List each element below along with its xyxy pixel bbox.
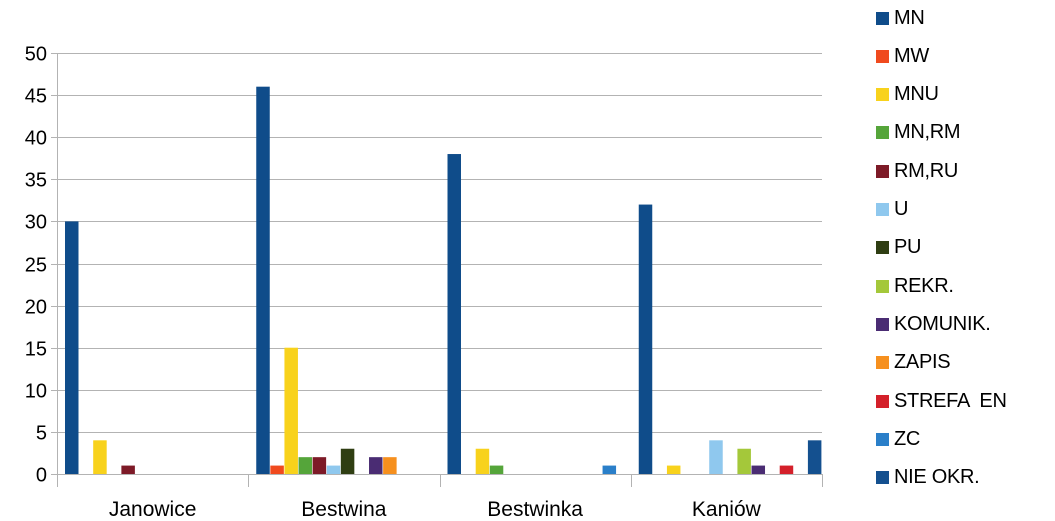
bar-nie-okr-kani-w [807,440,822,474]
bar-zapis-bestwina [383,457,397,474]
legend-swatch [876,356,889,370]
y-tick-label: 45 [25,86,47,108]
bar-mnu-bestwinka [475,448,490,474]
legend-swatch [876,11,889,25]
legend-item: ZC [876,427,920,451]
legend-label: MW [894,44,929,67]
legend-label: ZAPIS [894,351,951,374]
x-category-label: Bestwinka [487,498,583,521]
y-tick-label: 50 [25,44,47,66]
legend-label: ZC [894,427,921,450]
legend-item: ZAPIS [876,351,951,375]
bar-strefa-en-kani-w [779,465,794,474]
legend-swatch [876,317,889,331]
legend-label: MN [894,6,925,29]
bar-mnu-kani-w [666,465,681,474]
bar-komunik-kani-w [751,465,766,474]
legend-label: MNU [894,83,939,106]
legend-swatch [876,241,889,255]
bar-rm-ru-bestwina [312,457,327,474]
x-category-label: Janowice [109,498,197,521]
x-category-label: Bestwina [301,498,387,521]
y-tick-label: 35 [25,170,47,192]
y-tick-label: 20 [25,297,47,319]
legend-label: RM,RU [894,159,959,182]
legend-swatch [876,88,889,102]
legend-swatch [876,49,889,63]
legend-item: KOMUNIK. [876,312,991,336]
bar-mn-kani-w [638,204,653,474]
legend-swatch [876,203,889,216]
bar-pu-bestwina [340,448,355,474]
legend-item: NIE OKR. [876,466,980,490]
legend-swatch [876,432,889,446]
legend-item: MW [876,44,929,68]
bar-mn-janowice [65,221,79,474]
y-tick-label: 5 [36,423,47,445]
chart-legend: MN MW MNU MN,RM RM,RU U PU REKR. KOMUNIK. ZAPIS ST… [876,0,1055,521]
legend-item: STREFA EN [876,389,1007,413]
bar-mw-bestwina [270,465,284,474]
bar-chart: 0 5 10 15 20 25 30 35 40 45 50 Janowice Bestwina Bes… [25,44,823,521]
legend-swatch [876,164,889,178]
bar-mn-bestwina [256,86,270,475]
legend-label: MN,RM [894,121,961,144]
axes [51,53,823,487]
y-tick-label: 30 [25,212,47,234]
bar-mn-bestwinka [447,154,461,475]
y-tick-label: 25 [25,255,47,277]
legend-label: U [894,198,909,220]
bar-mn-rm-bestwinka [489,465,504,474]
bar-komunik-bestwina [369,457,383,474]
y-tick-label: 15 [25,339,47,361]
bars [65,86,822,475]
bar-mnu-bestwina [284,347,298,474]
y-tick-label: 0 [36,465,47,487]
legend-item: RM,RU [876,159,958,183]
legend-swatch [876,471,889,485]
legend-label: REKR. [894,274,954,297]
legend-label: KOMUNIK. [894,312,991,335]
bar-u-bestwina [326,465,341,474]
gridlines [57,53,822,433]
legend-label: STREFA EN [894,389,1007,412]
legend-label: NIE OKR. [894,466,980,489]
legend-swatch [876,279,889,293]
bar-u-kani-w [709,440,723,474]
legend-item: REKR. [876,274,954,298]
bar-mn-rm-bestwina [298,457,313,474]
legend-item: MN,RM [876,121,961,145]
y-tick-label: 10 [25,381,47,403]
x-category-labels: Janowice Bestwina Bestwinka Kaniów [109,498,762,521]
y-tick-label: 40 [25,128,47,150]
bar-zc-bestwinka [602,465,617,474]
legend-item: PU [876,236,921,260]
legend-item: MNU [876,83,939,107]
bar-rekr-kani-w [737,448,751,474]
y-tick-labels: 0 5 10 15 20 25 30 35 40 45 50 [25,44,47,487]
bar-rm-ru-janowice [121,465,135,474]
legend-item: MN [876,6,925,30]
bar-mnu-janowice [93,440,107,474]
legend-swatch [876,126,889,140]
legend-item: U [876,198,908,222]
legend-swatch [876,394,889,408]
x-category-label: Kaniów [692,498,762,521]
legend-label: PU [894,236,922,259]
